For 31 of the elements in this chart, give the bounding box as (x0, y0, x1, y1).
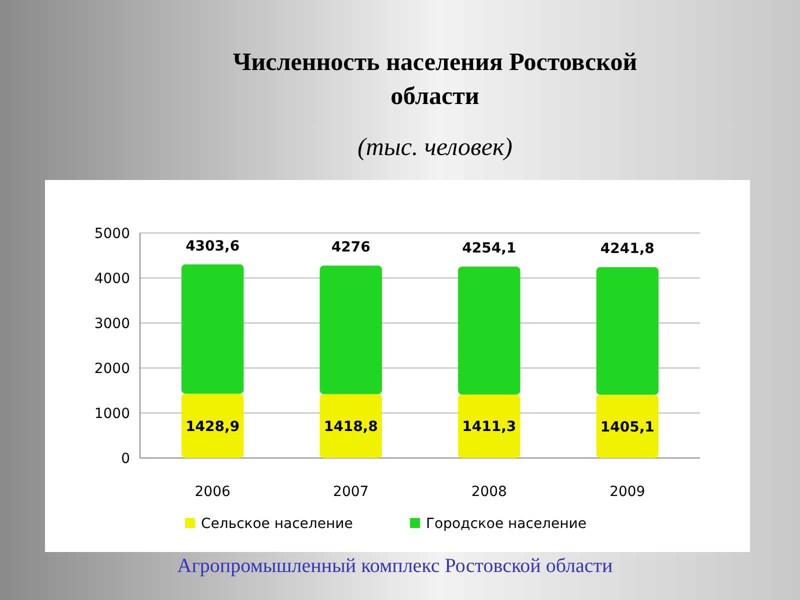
chart-title: Численность населения Ростовской области (232, 49, 638, 110)
x-tick-label: 2007 (333, 484, 369, 500)
chart-subtitle: (тыс. человек) (358, 134, 512, 161)
text: Агропромышленный комплекс Ростовской области (177, 555, 614, 577)
total-label: 4254,1 (462, 240, 516, 257)
legend-label: Городское население (426, 516, 586, 532)
data-label: 1411,3 (462, 419, 516, 436)
total-label: 4241,8 (600, 241, 654, 258)
y-tick-label: 5000 (94, 226, 130, 242)
y-tick-label: 0 (121, 451, 130, 467)
bar (596, 394, 659, 458)
y-tick-label: 2000 (94, 361, 130, 377)
data-label: 1418,8 (324, 419, 378, 436)
data-label: 1405,1 (600, 419, 654, 436)
x-tick-label: 2006 (194, 484, 230, 500)
bar (596, 267, 659, 395)
total-label: 4303,6 (186, 238, 240, 254)
bar (458, 394, 520, 458)
x-tick-label: 2009 (610, 484, 646, 500)
y-tick-label: 3000 (94, 316, 130, 332)
bar (458, 266, 520, 394)
total-label: 4276 (331, 240, 370, 256)
data-label: 1428,9 (186, 418, 240, 435)
legend-label: Сельское население (201, 516, 353, 532)
bar (181, 264, 244, 394)
bar (320, 266, 382, 394)
bar (181, 394, 244, 458)
x-tick-label: 2008 (471, 484, 507, 500)
y-tick-label: 4000 (94, 271, 130, 287)
y-tick-label: 1000 (94, 406, 130, 422)
bar (320, 394, 382, 458)
